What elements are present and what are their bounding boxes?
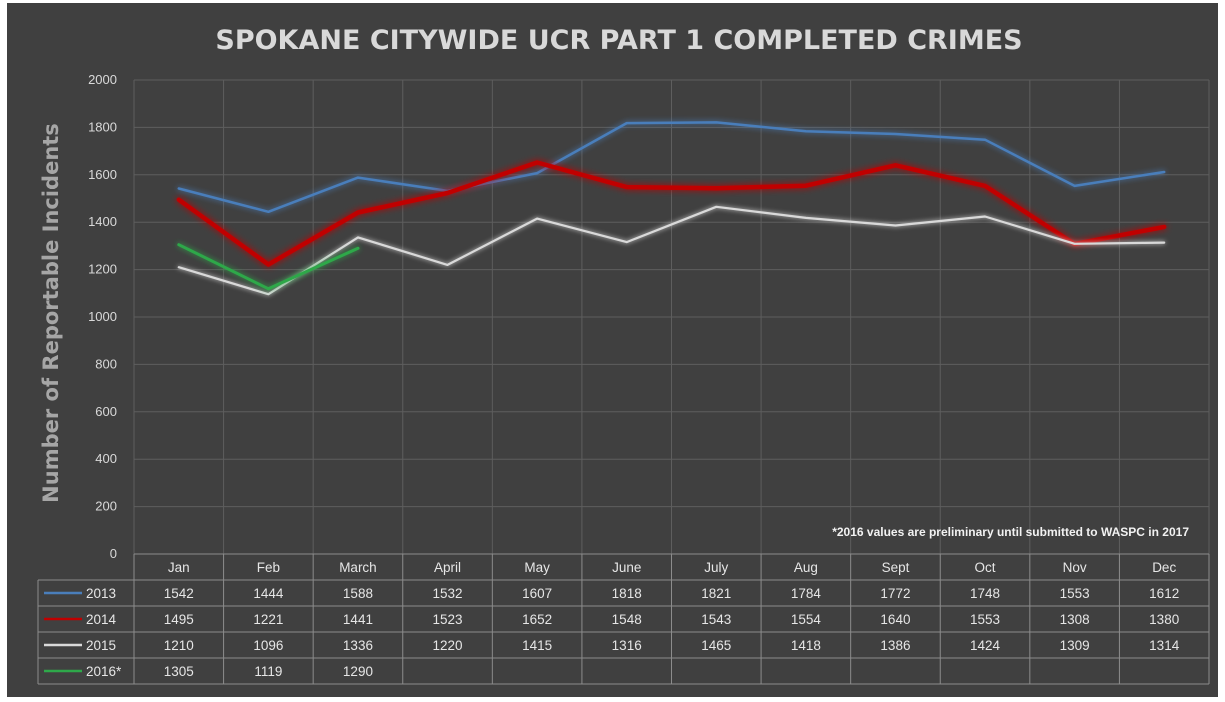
x-category-label: Dec [1152, 560, 1176, 575]
y-tick-label: 800 [95, 356, 117, 371]
table-cell-value: 1096 [253, 638, 283, 653]
chart-note: *2016 values are preliminary until submi… [832, 525, 1189, 539]
table-cell-value: 1305 [164, 664, 194, 679]
y-tick-label: 1000 [88, 309, 117, 324]
series-line-2014 [176, 160, 1167, 267]
legend-entry: 2016* [86, 664, 122, 679]
table-cell-value: 1553 [1060, 586, 1090, 601]
x-category-label: May [524, 560, 550, 575]
table-cell-value: 1415 [522, 638, 552, 653]
series-line-2013 [177, 121, 1166, 214]
y-tick-label: 200 [95, 499, 117, 514]
y-tick-label: 2000 [88, 72, 117, 87]
x-category-label: Jan [168, 560, 190, 575]
table-cell-value: 1441 [343, 612, 373, 627]
legend-entry: 2013 [86, 586, 116, 601]
x-category-label: July [704, 560, 728, 575]
x-category-label: June [612, 560, 641, 575]
table-cell-value: 1380 [1149, 612, 1179, 627]
legend-entry: 2015 [86, 638, 116, 653]
table-cell-value: 1316 [612, 638, 642, 653]
x-category-label: March [339, 560, 377, 575]
table-cell-value: 1210 [164, 638, 194, 653]
table-cell-value: 1588 [343, 586, 373, 601]
y-tick-label: 1200 [88, 262, 117, 277]
line-chart: SPOKANE CITYWIDE UCR PART 1 COMPLETED CR… [37, 25, 1210, 685]
y-tick-label: 0 [110, 546, 117, 561]
y-tick-label: 1800 [88, 119, 117, 134]
table-cell-value: 1542 [164, 586, 194, 601]
table-cell-value: 1548 [612, 612, 642, 627]
table-cell-value: 1314 [1149, 638, 1180, 653]
x-category-label: Feb [257, 560, 280, 575]
table-cell-value: 1640 [880, 612, 910, 627]
x-category-label: Oct [975, 560, 996, 575]
table-cell-value: 1543 [701, 612, 731, 627]
y-tick-label: 1600 [88, 167, 117, 182]
x-category-label: April [434, 560, 461, 575]
table-cell-value: 1309 [1060, 638, 1090, 653]
table-cell-value: 1424 [970, 638, 1001, 653]
table-cell-value: 1386 [880, 638, 910, 653]
table-cell-value: 1221 [253, 612, 283, 627]
table-cell-value: 1308 [1060, 612, 1090, 627]
table-cell-value: 1748 [970, 586, 1000, 601]
table-cell-value: 1523 [433, 612, 463, 627]
x-category-label: Aug [794, 560, 818, 575]
table-cell-value: 1818 [612, 586, 642, 601]
chart-frame: SPOKANE CITYWIDE UCR PART 1 COMPLETED CR… [7, 3, 1218, 697]
table-cell-value: 1465 [701, 638, 731, 653]
x-category-label: Nov [1063, 560, 1087, 575]
y-tick-label: 600 [95, 404, 117, 419]
table-cell-value: 1553 [970, 612, 1000, 627]
chart-title: SPOKANE CITYWIDE UCR PART 1 COMPLETED CR… [215, 25, 1022, 56]
x-category-label: Sept [882, 560, 910, 575]
y-axis-label: Number of Reportable Incidents [39, 123, 63, 503]
table-cell-value: 1532 [433, 586, 463, 601]
table-cell-value: 1612 [1149, 586, 1179, 601]
table-cell-value: 1220 [433, 638, 463, 653]
series-line-2015 [177, 205, 1166, 296]
table-cell-value: 1772 [880, 586, 910, 601]
table-cell-value: 1119 [254, 664, 282, 679]
y-tick-label: 400 [95, 451, 117, 466]
table-cell-value: 1554 [791, 612, 822, 627]
table-cell-value: 1336 [343, 638, 373, 653]
table-cell-value: 1290 [343, 664, 373, 679]
table-cell-value: 1418 [791, 638, 821, 653]
table-cell-value: 1495 [164, 612, 194, 627]
table-cell-value: 1784 [791, 586, 822, 601]
table-cell-value: 1821 [701, 586, 731, 601]
legend-entry: 2014 [86, 612, 117, 627]
table-cell-value: 1652 [522, 612, 552, 627]
table-cell-value: 1444 [253, 586, 284, 601]
y-tick-label: 1400 [88, 214, 117, 229]
table-cell-value: 1607 [522, 586, 552, 601]
